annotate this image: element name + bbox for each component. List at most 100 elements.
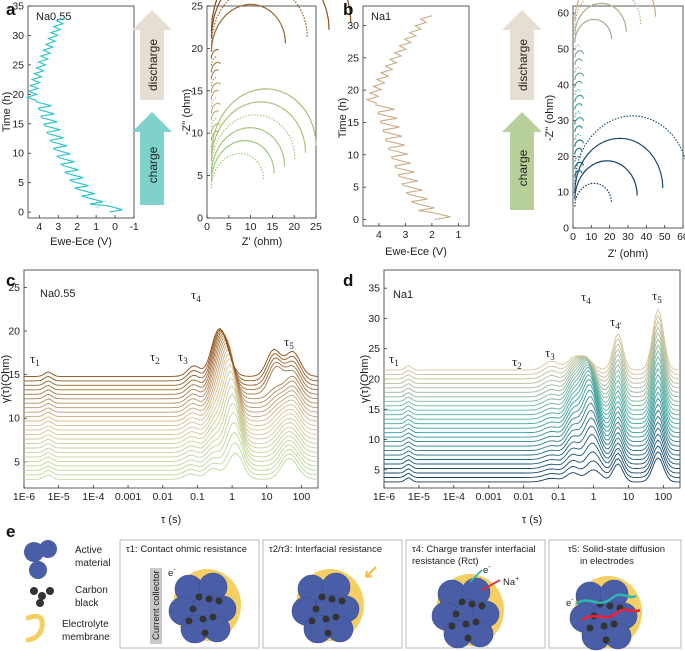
sample-label: Na1	[371, 11, 391, 23]
x-tick-label: 2	[74, 221, 80, 233]
y-tick-label: 20	[191, 43, 203, 55]
drt-curve	[24, 330, 319, 386]
nyquist-arc	[574, 0, 657, 21]
drt-curve	[384, 445, 681, 474]
carbon-particle	[324, 629, 332, 637]
nyquist-arc	[574, 170, 583, 177]
box-title-line1: τ5: Solid-state diffusion	[568, 544, 665, 555]
drt-curve	[24, 336, 319, 404]
x-tick-label: 15	[267, 221, 279, 233]
x-tick-label: 10	[261, 491, 273, 503]
drt-curve	[24, 363, 319, 435]
panel-letter-e: e	[6, 522, 15, 541]
drt-curve	[24, 333, 319, 395]
x-tick-label: 0	[570, 231, 576, 243]
nyquist-arc	[210, 76, 218, 86]
nyquist-arc	[574, 44, 581, 51]
x-tick-label: 3	[55, 221, 61, 233]
nyquist-arc	[574, 18, 613, 43]
axis-ticks: 1E-6 1E-5 1E-4 0.001 0.01 0.1 1 10 100 5 10 15 20 25 3…	[368, 283, 672, 503]
discharge-label: discharge	[516, 39, 530, 91]
drt-curve	[24, 328, 319, 382]
tau-5-label: τ5	[284, 334, 294, 351]
carbon-particle	[201, 629, 209, 637]
y-axis-label: -Z'' (ohm)	[181, 89, 193, 135]
electron-label: e-	[566, 597, 574, 609]
carbon-particle	[600, 622, 608, 630]
carbon-particle	[308, 617, 316, 625]
drt-curve	[24, 348, 319, 422]
interface-arrow-icon	[365, 566, 377, 578]
nyquist-arc	[574, 50, 584, 58]
x-tick-label: 40	[640, 231, 652, 243]
y-tick-label: 5	[14, 456, 20, 468]
sample-label: Na0.55	[40, 288, 75, 300]
electron-arrow-icon	[469, 569, 483, 583]
drt-curve	[384, 384, 680, 434]
nyquist-arc	[574, 0, 642, 28]
na-arrow-icon	[481, 579, 501, 591]
nyquist-arc	[574, 94, 584, 103]
electron-label: e-	[168, 567, 176, 579]
x-tick-label: 1	[93, 221, 99, 233]
x-tick-label: 0	[112, 221, 118, 233]
x-tick-label: 0.001	[476, 491, 502, 503]
nyquist-arc	[574, 147, 583, 155]
y-tick-label: 50	[557, 43, 569, 55]
voltage-curve	[25, 17, 123, 213]
tau-2-label: τ2	[512, 354, 522, 371]
box-tau5: τ5: Solid-state diffusion in electrodes …	[548, 539, 682, 651]
x-tick-label: 0	[204, 221, 210, 233]
nyquist-arc	[210, 88, 317, 155]
y-axis-label: -Z'' (ohm)	[544, 95, 556, 141]
panel-letter-b: b	[343, 0, 353, 19]
legend-active-line2: material	[75, 558, 111, 569]
carbon-particle	[318, 593, 326, 601]
y-tick-label: 5	[374, 464, 380, 476]
nyquist-arc	[210, 0, 308, 46]
x-axis-label: Z' (ohm)	[608, 248, 649, 260]
nyquist-arc	[574, 115, 685, 185]
drt-curve	[24, 353, 319, 427]
carbon-particle	[195, 593, 203, 601]
drt-curve	[24, 393, 319, 453]
x-tick-label: 1E-5	[408, 491, 430, 503]
y-tick-label: 15	[368, 404, 380, 416]
electron-label: e-	[483, 564, 491, 576]
nyquist-arc	[210, 89, 219, 100]
y-tick-label: 10	[8, 413, 20, 425]
charge-label: charge	[516, 149, 530, 186]
x-tick-label: 60	[677, 231, 685, 243]
y-tick-label: 10	[12, 148, 24, 160]
tau-1-label: τ1	[30, 351, 40, 368]
drt-curve	[384, 409, 681, 452]
carbon-particle	[602, 636, 610, 644]
drt-curve	[24, 335, 319, 400]
y-tick-label: 15	[191, 85, 203, 97]
nyquist-arc	[574, 137, 664, 192]
nyquist-arc	[574, 72, 584, 80]
drt-curve	[384, 361, 680, 411]
active-material-icon	[24, 540, 57, 579]
active-particle	[604, 622, 632, 650]
carbon-particle	[478, 602, 486, 610]
discharge-label: discharge	[146, 39, 160, 91]
carbon-particle	[332, 613, 340, 621]
nyquist-arc	[574, 139, 584, 147]
drt-curve	[384, 451, 681, 478]
drt-curves	[384, 308, 681, 483]
x-tick-label: 100	[655, 491, 673, 503]
panel-a-nyquist-chart: 0 5 10 15 20 25 0 5 10 15 20 25 Z' (ohm) -Z'' (ohm)	[181, 0, 352, 248]
drt-curve	[384, 390, 680, 438]
x-tick-label: 30	[622, 231, 634, 243]
voltage-curve	[365, 15, 451, 221]
nyquist-arc	[210, 61, 221, 73]
carbon-particle	[586, 624, 594, 632]
drt-curve	[24, 412, 318, 462]
drt-curve	[384, 374, 681, 425]
x-tick-label: 1E-6	[373, 491, 395, 503]
x-tick-label: 4	[36, 221, 42, 233]
x-tick-label: 50	[659, 231, 671, 243]
drt-curve	[384, 308, 681, 371]
